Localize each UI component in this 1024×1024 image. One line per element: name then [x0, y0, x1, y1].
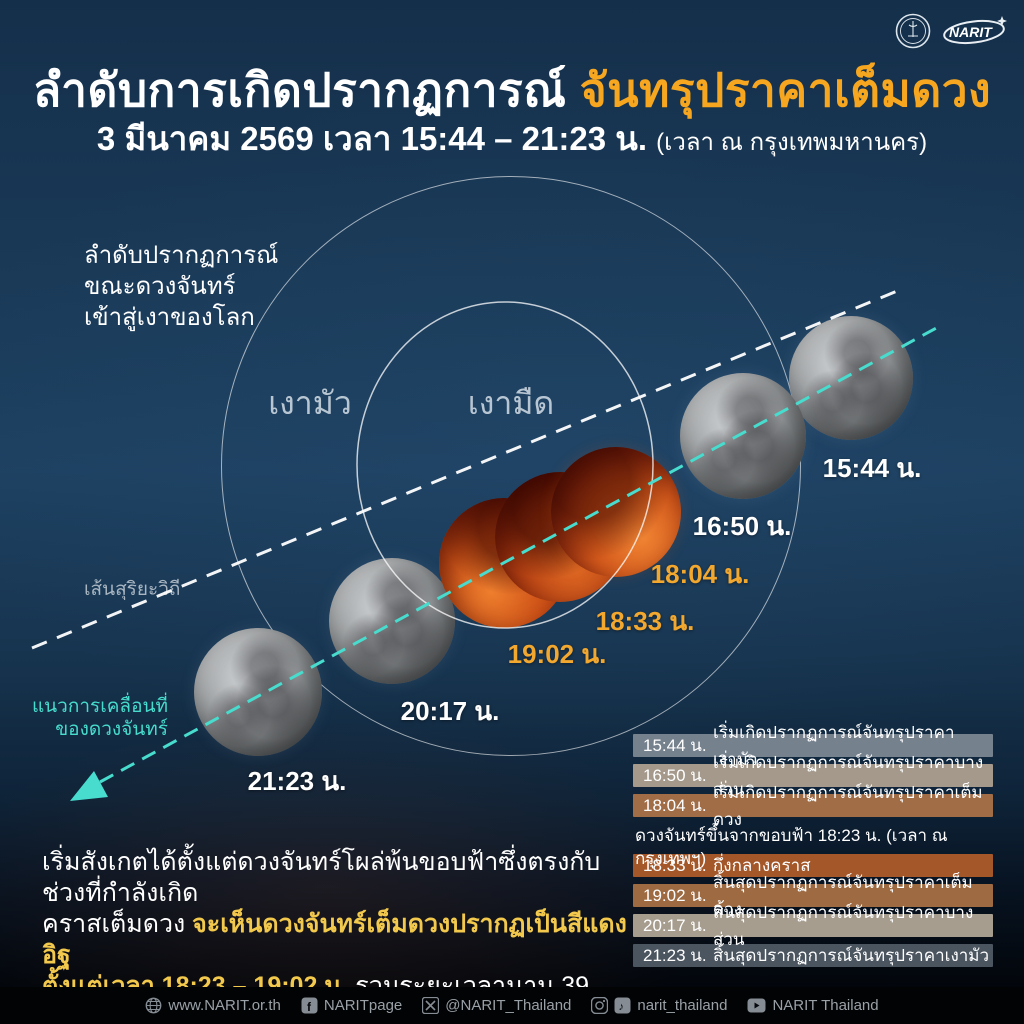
- eclipse-timeline-table: 15:44 น. เริ่มเกิดปรากฏการณ์จันทรุปราคาเ…: [633, 723, 993, 974]
- ministry-seal-icon: [895, 13, 931, 49]
- moon-time-label-1833: 18:33 น.: [595, 606, 695, 636]
- ecliptic-line-label: เส้นสุริยะวิถี: [84, 579, 181, 600]
- moon-time-label-2123: 21:23 น.: [247, 766, 347, 796]
- row-time: 18:33 น.: [643, 856, 707, 875]
- table-row: 16:50 น. เริ่มเกิดปรากฏการณ์จันทรุปราคาบ…: [633, 753, 993, 799]
- footer-website: www.NARIT.or.th: [145, 997, 281, 1014]
- moon-time-label-1804: 18:04 น.: [650, 559, 750, 589]
- footer-facebook: f NARITpage: [301, 997, 402, 1014]
- header-logos: NARIT: [894, 12, 1010, 50]
- footer-x: @NARIT_Thailand: [422, 997, 571, 1014]
- row-event: สิ้นสุดปรากฏการณ์จันทรุปราคาเต็มดวง: [713, 872, 973, 919]
- moon-2123: [194, 628, 322, 756]
- row-event: สิ้นสุดปรากฏการณ์จันทรุปราคาบางส่วน: [713, 902, 974, 949]
- moon-path-arrowhead-icon: [70, 771, 108, 801]
- moon-2017: [329, 558, 455, 684]
- row-event: เริ่มเกิดปรากฏการณ์จันทรุปราคาบางส่วน: [713, 752, 984, 799]
- penumbra-zone-label: เงามัว: [268, 385, 352, 421]
- moon-path-label: แนวการเคลื่อนที่ ของดวงจันทร์: [31, 696, 168, 740]
- globe-icon: [145, 997, 162, 1014]
- title-prefix: ลำดับการเกิดปรากฏการณ์: [32, 64, 580, 116]
- page-title: ลำดับการเกิดปรากฏการณ์ จันทรุปราคาเต็มดว…: [0, 54, 1024, 127]
- row-time: 16:50 น.: [643, 766, 707, 785]
- moon-1650: [680, 373, 806, 499]
- observation-line2: คราสเต็มดวง จะเห็นดวงจันทร์เต็มดวงปรากฏเ…: [42, 909, 642, 971]
- footer-x-text: @NARIT_Thailand: [445, 997, 572, 1014]
- moon-time-label-1544: 15:44 น.: [822, 453, 922, 483]
- umbra-zone-label: เงามืด: [467, 385, 555, 421]
- moon-1544: [789, 316, 913, 440]
- footer-facebook-text: NARITpage: [323, 997, 403, 1014]
- youtube-icon: [747, 998, 766, 1013]
- observation-text: เริ่มสังเกตได้ตั้งแต่ดวงจันทร์โผล่พ้นขอบ…: [42, 847, 642, 1024]
- table-row: 18:33 น. กึ่งกลางคราส: [633, 854, 993, 877]
- footer-website-text: www.NARIT.or.th: [168, 997, 281, 1014]
- moonrise-note: ดวงจันทร์ขึ้นจากขอบฟ้า 18:23 น. (เวลา ณ …: [635, 826, 948, 868]
- footer-youtube-text: NARIT Thailand: [772, 997, 879, 1014]
- footer-youtube: NARIT Thailand: [747, 997, 879, 1014]
- table-row: 19:02 น. สิ้นสุดปรากฏการณ์จันทรุปราคาเต็…: [633, 873, 993, 919]
- diagram-intro-note: ลำดับปรากฏการณ์ ขณะดวงจันทร์ เข้าสู่เงาข…: [84, 242, 279, 331]
- table-row: 20:17 น. สิ้นสุดปรากฏการณ์จันทรุปราคาบาง…: [633, 903, 993, 949]
- subtitle-datetime: 3 มีนาคม 2569 เวลา 15:44 – 21:23 น.: [96, 120, 657, 157]
- subtitle-location: (เวลา ณ กรุงเทพมหานคร): [656, 129, 928, 156]
- row-event: เริ่มเกิดปรากฏการณ์จันทรุปราคาเต็มดวง: [713, 782, 983, 829]
- page-subtitle: 3 มีนาคม 2569 เวลา 15:44 – 21:23 น. (เวล…: [0, 112, 1024, 165]
- table-row: 18:04 น. เริ่มเกิดปรากฏการณ์จันทรุปราคาเ…: [633, 783, 993, 829]
- moon-time-label-1650: 16:50 น.: [692, 511, 792, 541]
- footer-social-bar: www.NARIT.or.th f NARITpage @NARIT_Thail…: [0, 987, 1024, 1024]
- tiktok-icon: ♪: [614, 997, 631, 1014]
- table-row: 15:44 น. เริ่มเกิดปรากฏการณ์จันทรุปราคาเ…: [633, 723, 993, 769]
- table-row: 21:23 น. สิ้นสุดปรากฏการณ์จันทรุปราคาเงา…: [633, 944, 993, 967]
- narit-logo: NARIT: [943, 16, 1007, 45]
- row-event: สิ้นสุดปรากฏการณ์จันทรุปราคาเงามัว: [713, 946, 990, 965]
- x-icon: [422, 997, 440, 1014]
- title-highlight: จันทรุปราคาเต็มดวง: [579, 64, 992, 116]
- observation-line2-highlight: จะเห็นดวงจันทร์เต็มดวงปรากฏเป็นสีแดงอิฐ: [42, 910, 627, 969]
- observation-line2-white: คราสเต็มดวง: [42, 910, 193, 938]
- facebook-icon: f: [301, 997, 318, 1014]
- row-event: เริ่มเกิดปรากฏการณ์จันทรุปราคาเงามัว: [713, 722, 955, 769]
- svg-text:♪: ♪: [619, 1001, 625, 1013]
- narit-logo-text: NARIT: [949, 24, 993, 40]
- row-time: 21:23 น.: [643, 946, 707, 965]
- footer-instagram-tiktok: ♪ narit_thailand: [591, 997, 727, 1014]
- row-time: 18:04 น.: [643, 796, 707, 815]
- moon-time-label-2017: 20:17 น.: [400, 696, 500, 726]
- observation-line1: เริ่มสังเกตได้ตั้งแต่ดวงจันทร์โผล่พ้นขอบ…: [42, 848, 601, 907]
- row-event: กึ่งกลางคราส: [713, 856, 811, 875]
- svg-text:f: f: [307, 1000, 312, 1014]
- star-sparkle-icon: [997, 16, 1007, 26]
- footer-instagram-text: narit_thailand: [637, 997, 728, 1014]
- row-time: 20:17 น.: [643, 916, 707, 935]
- instagram-icon: [591, 997, 609, 1014]
- moon-time-label-1902: 19:02 น.: [507, 639, 607, 669]
- row-time: 19:02 น.: [643, 886, 707, 905]
- row-time: 15:44 น.: [643, 736, 707, 755]
